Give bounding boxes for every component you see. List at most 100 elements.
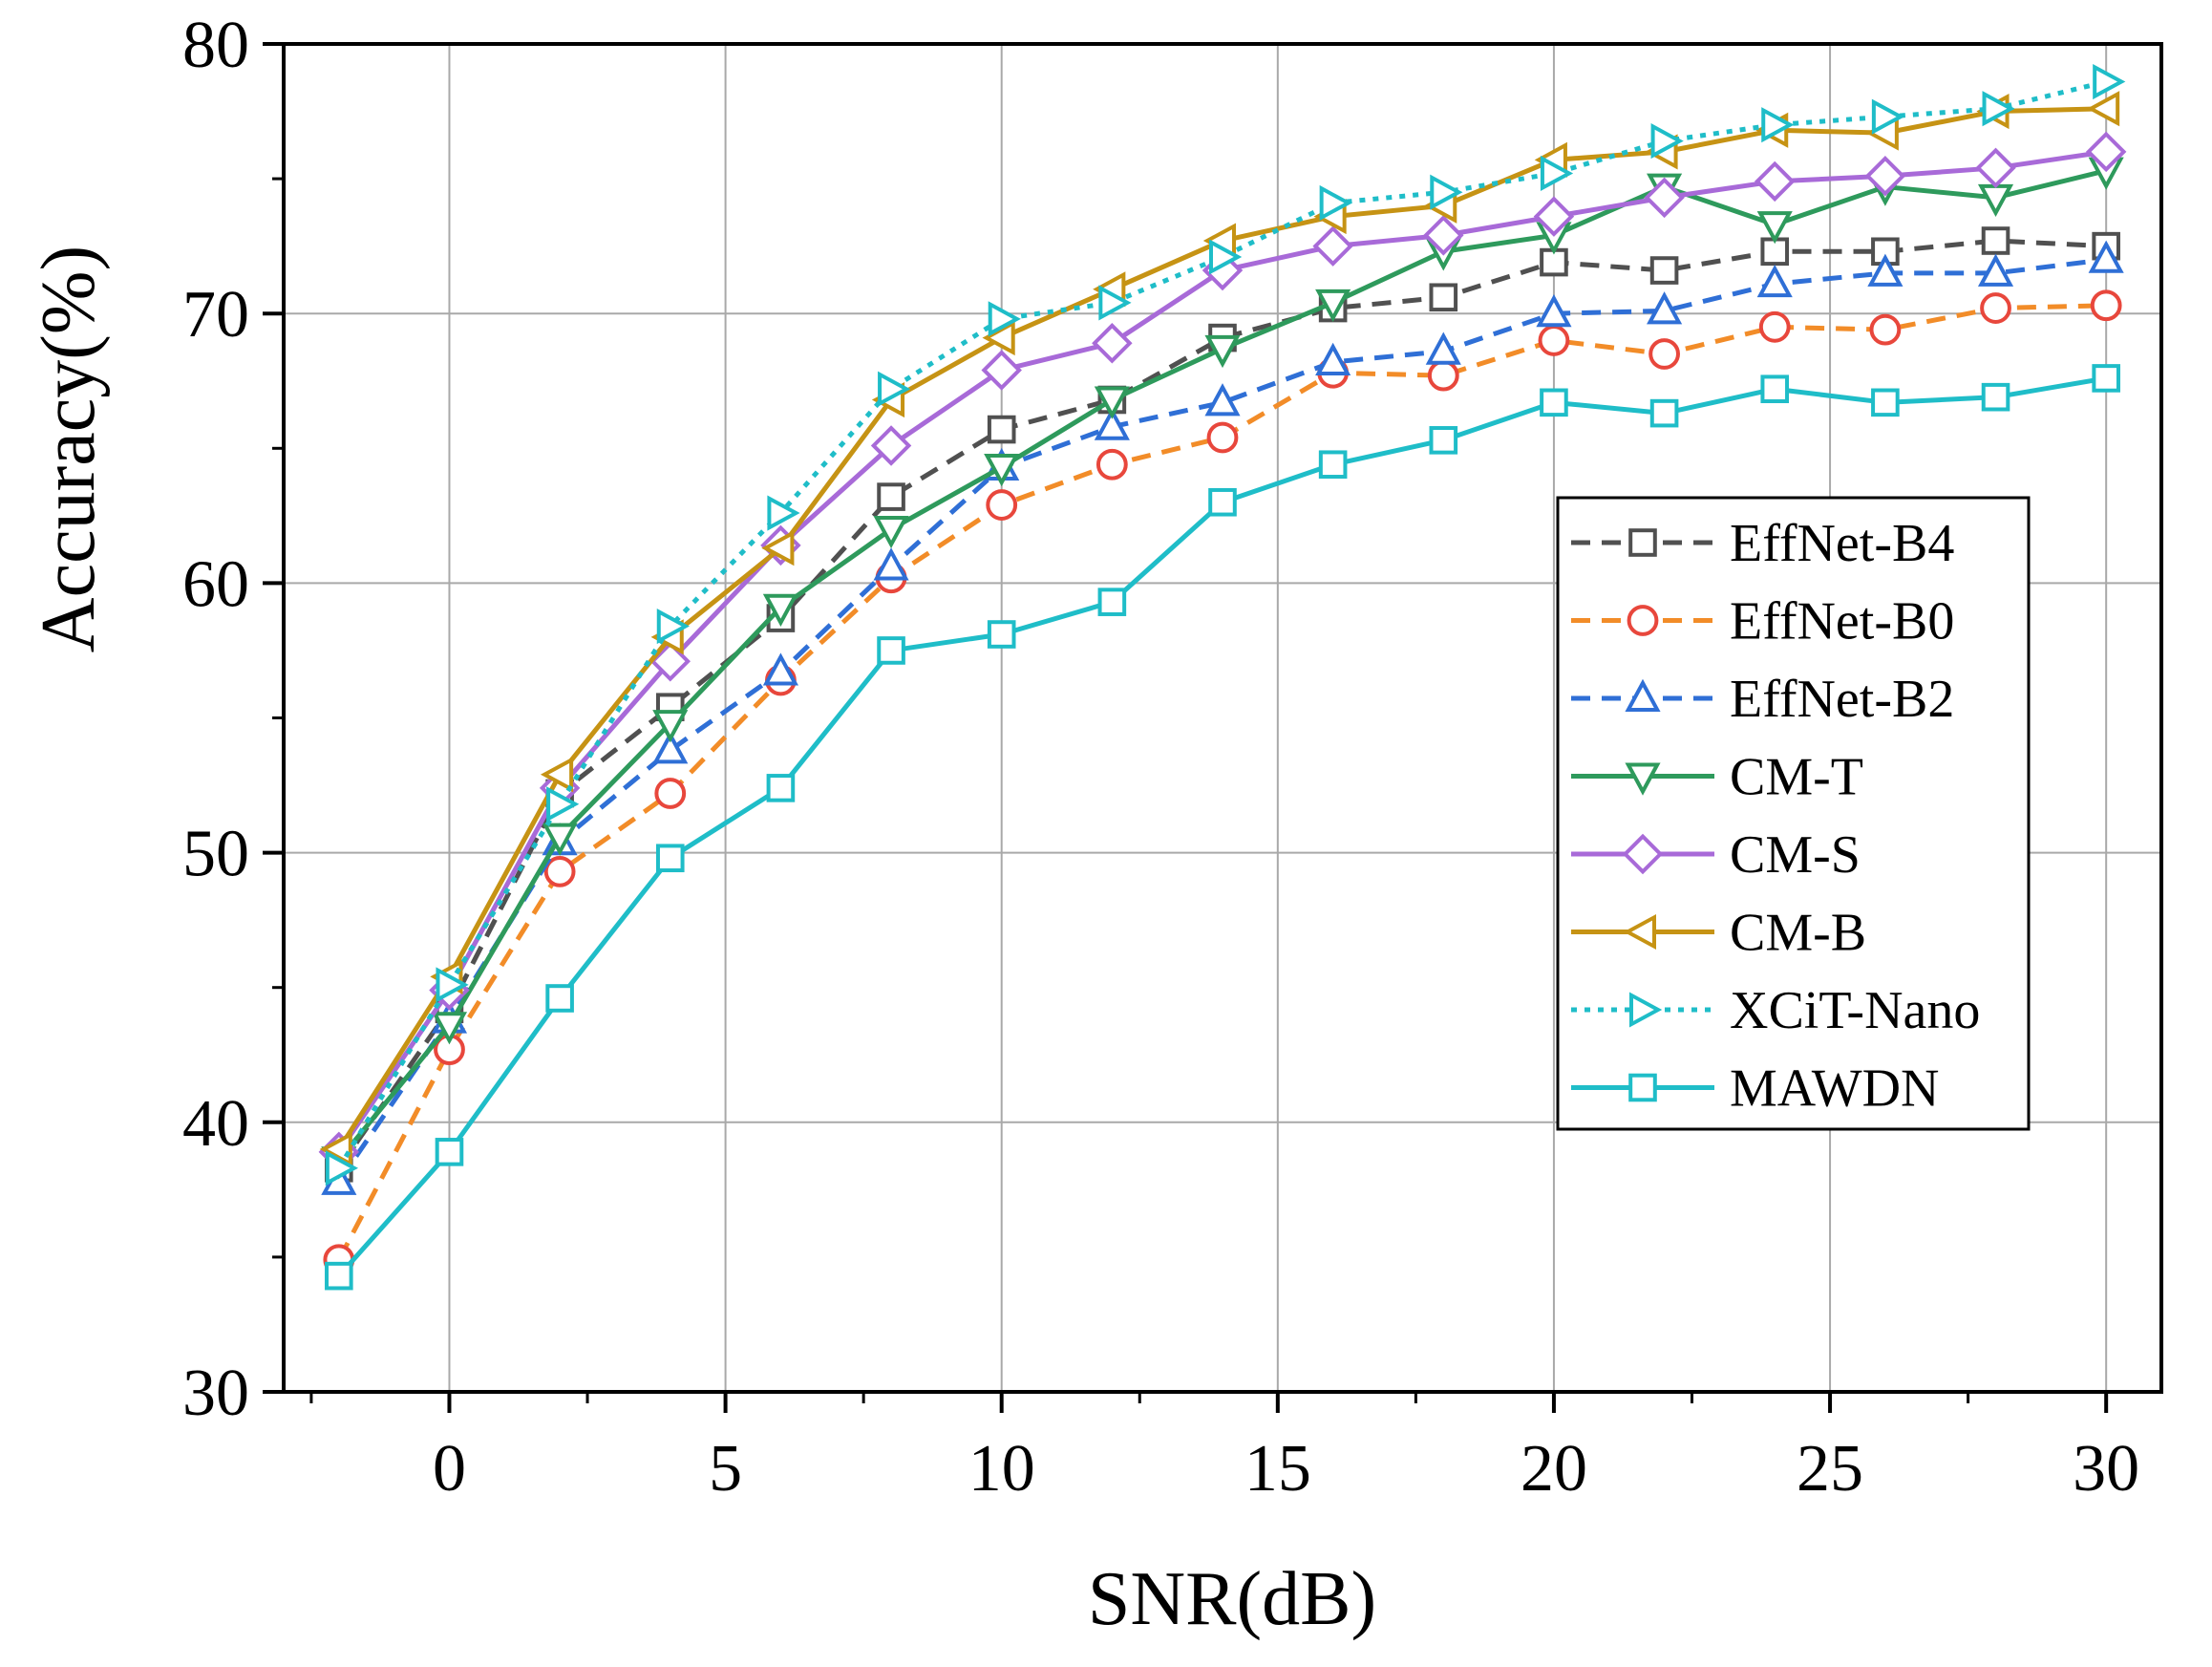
data-point-mawdn-8 <box>877 636 905 665</box>
series-effnet-b2 <box>321 240 2124 1195</box>
data-point-xcit-nano-20 <box>1540 155 1574 192</box>
data-point-effnet-b2-20 <box>1536 294 1572 328</box>
data-point-cm-s-18 <box>1423 215 1464 256</box>
data-point-xcit-nano-10 <box>988 301 1021 337</box>
data-point-xcit-nano-2 <box>546 786 580 823</box>
data-point-mawdn-10 <box>987 620 1016 649</box>
legend-label-cm-t: CM-T <box>1730 748 1863 807</box>
data-point-xcit-nano-4 <box>656 608 690 645</box>
legend-marker-cm-s <box>1622 833 1664 875</box>
data-point-xcit-nano-30 <box>2093 63 2126 100</box>
x-tick-label-20: 20 <box>1521 1432 1587 1506</box>
data-point-effnet-b2-22 <box>1647 291 1683 325</box>
x-tick-label-25: 25 <box>1797 1432 1863 1506</box>
data-point-effnet-b2-28 <box>1977 253 2014 287</box>
legend-marker-effnet-b0 <box>1627 605 1659 636</box>
data-point-mawdn-14 <box>1208 487 1237 517</box>
data-point-xcit-nano-28 <box>1982 91 2015 127</box>
legend-box <box>1556 496 2031 1131</box>
data-point-effnet-b4-22 <box>1649 256 1679 285</box>
data-point-cm-s-4 <box>649 641 691 682</box>
data-point-mawdn-16 <box>1318 450 1348 480</box>
data-point-effnet-b0-2 <box>543 855 576 887</box>
data-point-cm-t-16 <box>1315 289 1351 323</box>
data-point-xcit-nano-14 <box>1209 239 1243 275</box>
legend-marker-mawdn <box>1628 1073 1657 1102</box>
data-point-cm-b-6 <box>761 530 795 566</box>
data-point-xcit-nano-26 <box>1871 98 1905 135</box>
legend-label-effnet-b2: EffNet-B2 <box>1730 670 1954 729</box>
series-line-effnet-b4 <box>336 238 2107 1170</box>
legend-marker-effnet-b2 <box>1625 678 1661 712</box>
legend-label-effnet-b0: EffNet-B0 <box>1730 592 1954 652</box>
data-point-effnet-b0-10 <box>986 489 1018 521</box>
legend-label-xcit-nano: XCiT-Nano <box>1730 981 1980 1040</box>
data-point-cm-t-12 <box>1094 386 1130 419</box>
data-point-xcit-nano--2 <box>325 1150 359 1186</box>
major-ticks <box>263 42 2109 1413</box>
data-point-effnet-b2-30 <box>2088 240 2124 273</box>
data-point-cm-s-28 <box>1975 147 2016 189</box>
y-tick-label-30: 30 <box>182 1357 249 1430</box>
legend-marker-effnet-b4 <box>1628 528 1657 557</box>
data-point-effnet-b0-30 <box>2090 289 2122 322</box>
data-point-effnet-b0-18 <box>1427 359 1459 392</box>
data-point-mawdn-18 <box>1429 426 1458 455</box>
y-tick-label-80: 80 <box>182 9 249 82</box>
series-line-xcit-nano <box>336 79 2107 1170</box>
legend-entry-effnet-b4: EffNet-B4 <box>1571 514 1954 573</box>
legend-marker-cm-b <box>1623 913 1656 951</box>
data-point-cm-s-20 <box>1533 196 1575 237</box>
data-point-effnet-b2-26 <box>1867 253 1904 287</box>
data-point-effnet-b2-4 <box>652 731 689 764</box>
x-tick-label-10: 10 <box>968 1432 1035 1506</box>
data-point-cm-b--2 <box>319 1131 352 1167</box>
legend-entry-effnet-b0: EffNet-B0 <box>1571 592 1954 652</box>
data-point-effnet-b4-28 <box>1981 226 2010 255</box>
x-tick-label-5: 5 <box>709 1432 742 1506</box>
data-point-mawdn-30 <box>2092 364 2120 393</box>
data-point-cm-s-10 <box>981 350 1022 391</box>
data-point-mawdn--2 <box>325 1261 353 1291</box>
series-mawdn <box>325 364 2120 1291</box>
series-effnet-b0 <box>323 289 2122 1276</box>
data-point-mawdn-12 <box>1097 588 1127 616</box>
data-point-cm-t-0 <box>431 1012 468 1045</box>
data-point-effnet-b2-14 <box>1204 383 1241 417</box>
legend-entry-xcit-nano: XCiT-Nano <box>1571 981 1980 1040</box>
legend-entry-cm-s: CM-S <box>1571 825 1861 885</box>
legend: EffNet-B4 EffNet-B0 EffNet-B2 CM-T CM-S CM-B X… <box>1556 496 2031 1131</box>
data-point-mawdn-26 <box>1871 388 1900 417</box>
data-point-cm-b-30 <box>2086 91 2120 127</box>
x-tick-label-30: 30 <box>2073 1432 2139 1506</box>
data-point-mawdn-6 <box>766 774 796 802</box>
data-point-cm-t-6 <box>762 593 798 627</box>
data-point-cm-s-22 <box>1644 177 1685 219</box>
data-point-cm-t-2 <box>542 823 578 856</box>
y-tick-label-60: 60 <box>182 547 249 621</box>
series-line-effnet-b2 <box>336 257 2107 1184</box>
data-point-mawdn-2 <box>545 984 574 1013</box>
data-point-cm-t-14 <box>1204 334 1241 369</box>
data-point-cm-s-30 <box>2085 131 2127 173</box>
legend-label-cm-b: CM-B <box>1730 904 1866 963</box>
data-point-xcit-nano-22 <box>1650 123 1684 160</box>
data-point-xcit-nano-16 <box>1319 184 1352 222</box>
data-point-cm-t-4 <box>652 710 689 743</box>
legend-entry-cm-b: CM-B <box>1571 904 1866 963</box>
legend-label-mawdn: MAWDN <box>1730 1059 1940 1119</box>
legend-entry-effnet-b2: EffNet-B2 <box>1571 670 1954 729</box>
data-point-effnet-b0-20 <box>1538 325 1570 356</box>
data-point-effnet-b4-18 <box>1429 283 1458 312</box>
legend-label-effnet-b4: EffNet-B4 <box>1730 514 1954 573</box>
data-point-cm-t-10 <box>984 454 1020 487</box>
data-point-cm-t-8 <box>873 515 909 549</box>
y-tick-label-50: 50 <box>182 818 249 891</box>
data-point-effnet-b2-24 <box>1756 264 1793 298</box>
data-point-cm-s-24 <box>1755 160 1796 203</box>
data-point-cm-b-10 <box>982 320 1015 356</box>
data-point-mawdn-24 <box>1760 374 1790 404</box>
data-point-effnet-b4-8 <box>877 482 905 511</box>
data-point-xcit-nano-18 <box>1430 174 1463 210</box>
